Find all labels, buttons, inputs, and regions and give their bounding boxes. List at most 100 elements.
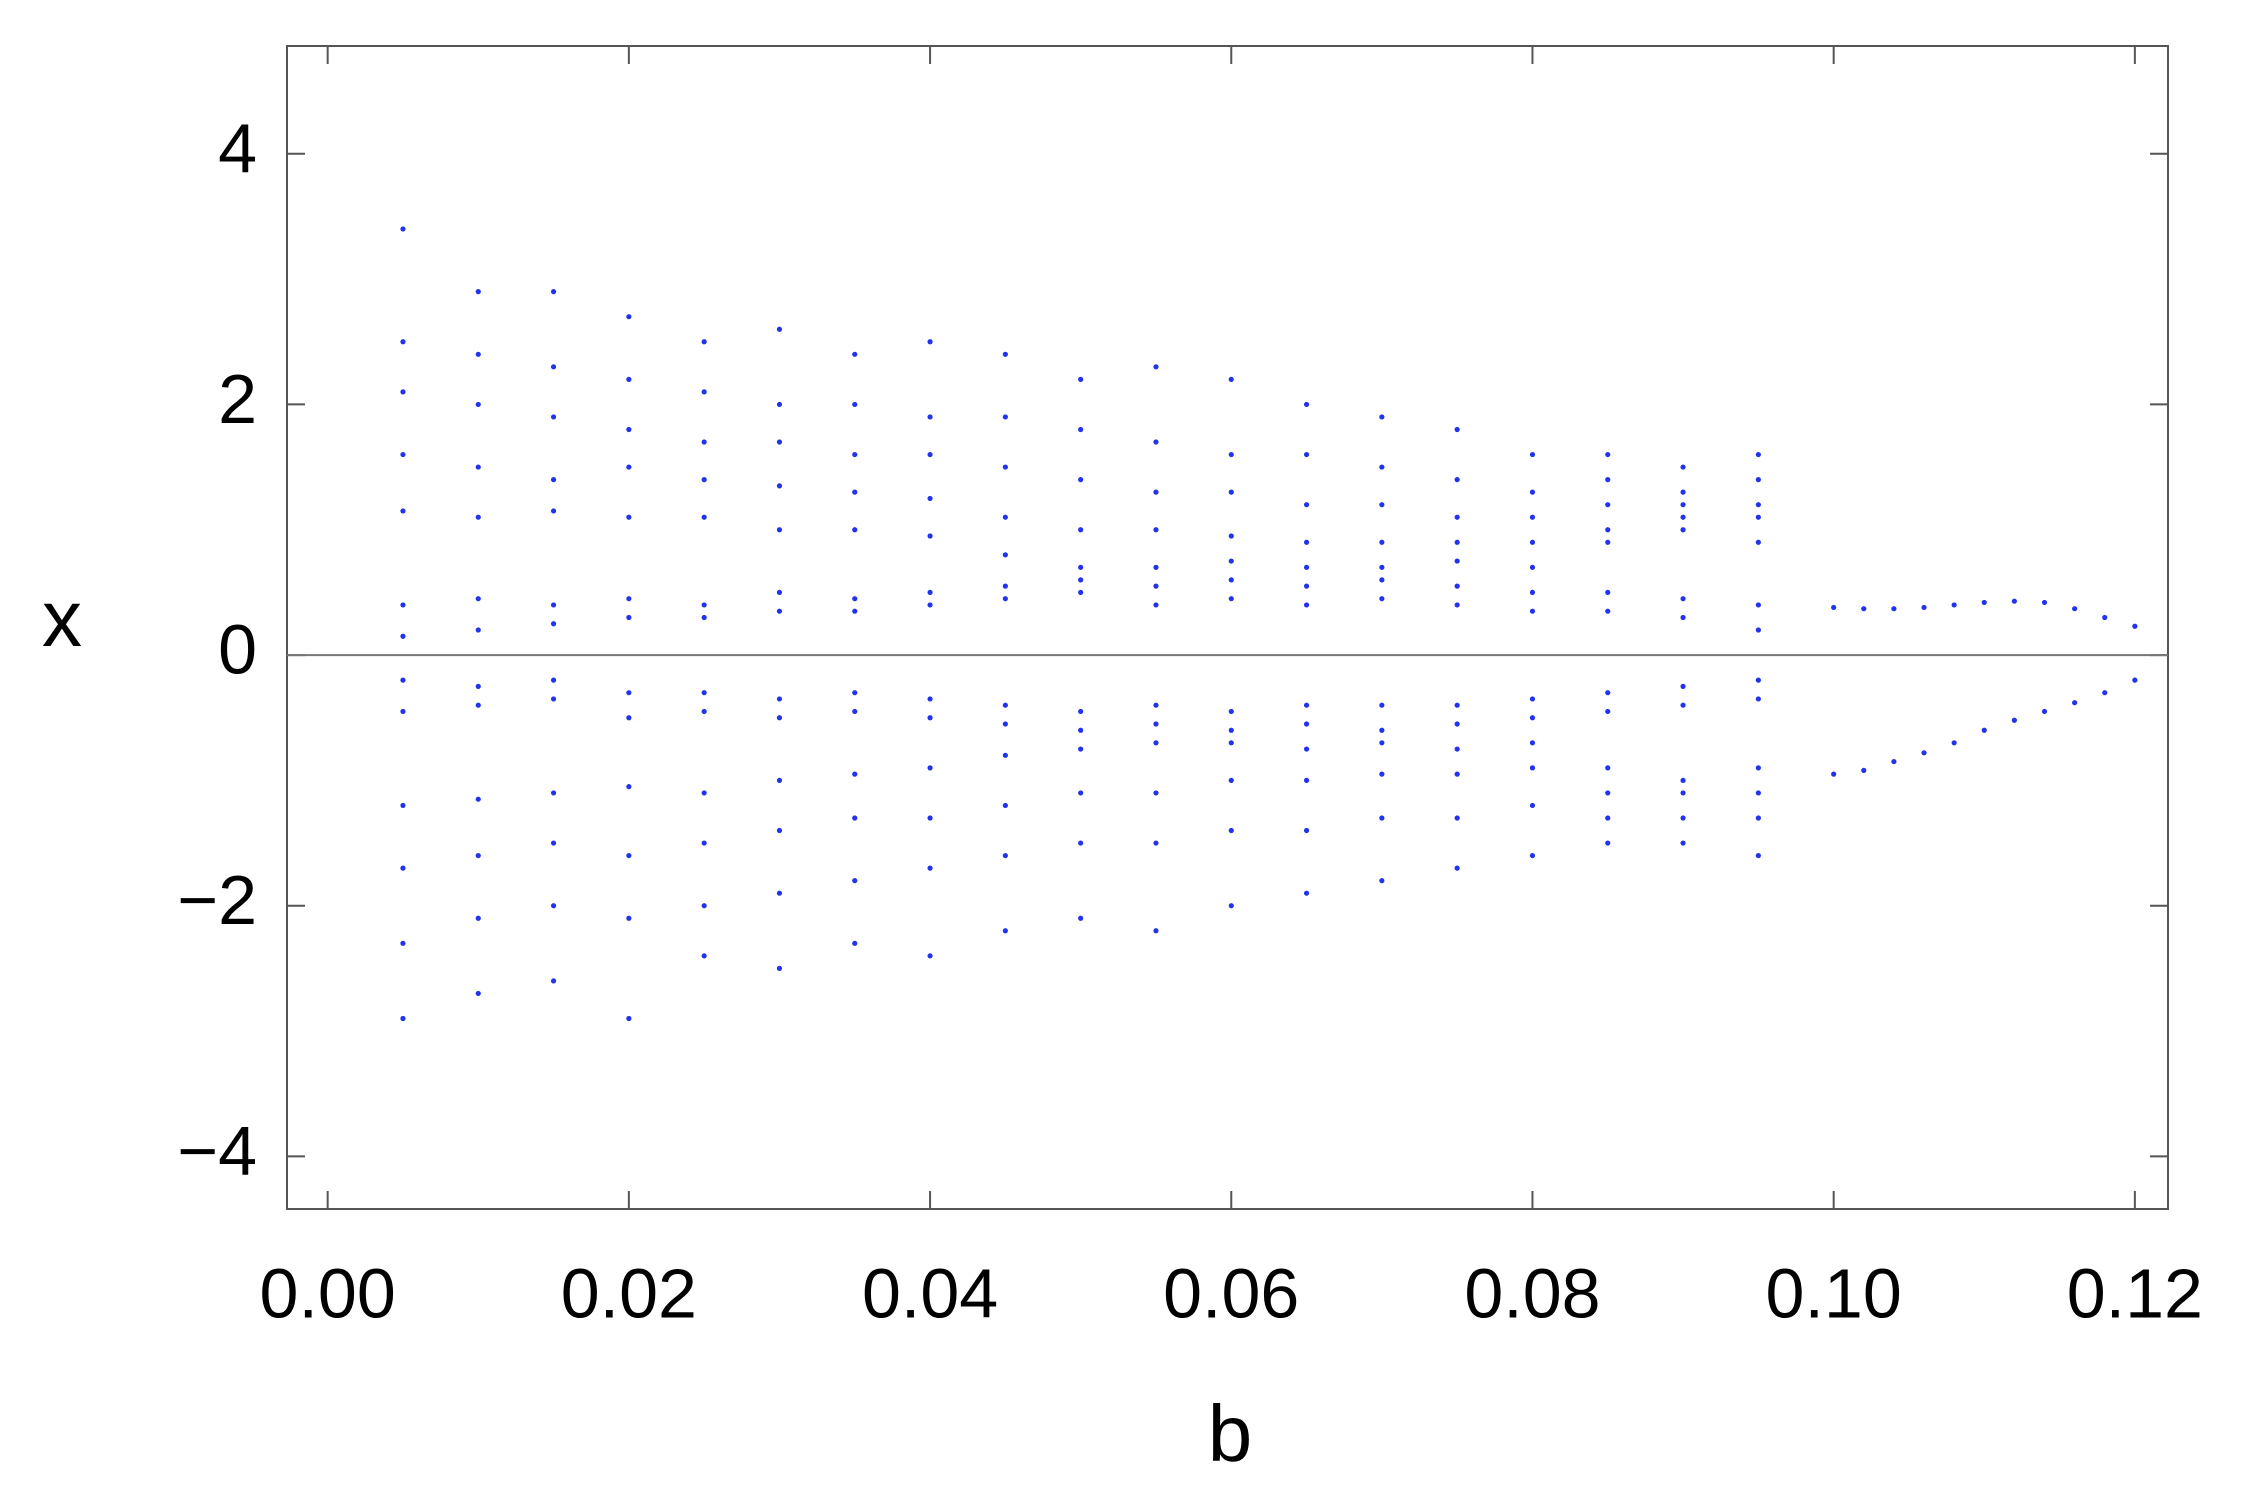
point [1379,596,1385,602]
point [1680,683,1686,690]
point [1228,533,1234,539]
point [1303,890,1310,896]
point [927,495,933,502]
point [701,389,707,395]
point [1454,558,1460,564]
point [1454,702,1460,708]
point [1680,489,1686,495]
point [852,771,858,777]
point [1454,771,1460,777]
point [400,226,406,232]
point [1002,514,1008,520]
point [1981,727,1987,733]
point [701,439,707,445]
point [1379,502,1385,508]
point [927,414,933,420]
point [1861,767,1867,773]
point [400,940,406,946]
point [1303,702,1310,708]
point [1529,589,1536,596]
point [1303,777,1310,783]
point [1228,903,1234,909]
point [1454,539,1460,545]
point [701,840,707,846]
point [400,802,406,809]
point [1002,752,1008,758]
point [626,376,632,382]
point [1228,577,1234,583]
point [475,596,481,602]
point [1303,827,1310,834]
point [1605,765,1611,771]
point [1228,740,1234,746]
point [1303,564,1310,570]
point [2041,708,2048,715]
point [1529,451,1536,458]
point [2072,700,2078,706]
point [1529,802,1536,809]
point [1529,564,1536,570]
point [475,702,481,708]
point [2011,598,2017,604]
point [1529,539,1536,545]
point [475,852,481,859]
point [1680,596,1686,602]
point [475,915,481,921]
point [1861,606,1867,612]
point [1002,721,1008,727]
point [1529,514,1536,520]
point [701,708,707,715]
point [776,890,783,896]
point [550,978,557,984]
point [1303,401,1310,408]
point [927,765,933,771]
point [1379,702,1385,708]
point [1605,790,1611,796]
point [1605,502,1611,508]
point [1680,777,1686,783]
point [701,477,707,483]
point [852,608,858,614]
point [1605,815,1611,821]
point [550,790,557,796]
point [1680,514,1686,520]
point [1755,677,1761,683]
point [1951,602,1957,608]
point [1303,451,1310,458]
point [701,903,707,909]
point [927,953,933,959]
y-axis-label: x [42,574,82,663]
point [475,514,481,520]
point [927,339,933,345]
point [475,351,481,357]
point [927,865,933,871]
point [550,508,557,514]
y-tick-label: −4 [177,1112,257,1190]
point [1379,740,1385,746]
point [626,715,632,721]
point [776,827,783,834]
point [1002,351,1008,357]
point [701,602,707,608]
point [1002,802,1008,809]
point [1303,721,1310,727]
point [927,451,933,458]
point [1605,589,1611,596]
point [1605,451,1611,458]
y-tick-label: 2 [218,360,257,438]
point [550,602,557,608]
point [1078,727,1084,733]
point [475,796,481,802]
point [852,878,858,884]
point [1153,702,1159,708]
point [701,339,707,345]
point [1454,815,1460,821]
point [475,401,481,408]
point [1680,790,1686,796]
point [1755,539,1761,545]
point [852,489,858,495]
point [1153,439,1159,445]
x-axis-label: b [1208,1389,1253,1478]
point [776,439,783,445]
point [475,990,481,997]
